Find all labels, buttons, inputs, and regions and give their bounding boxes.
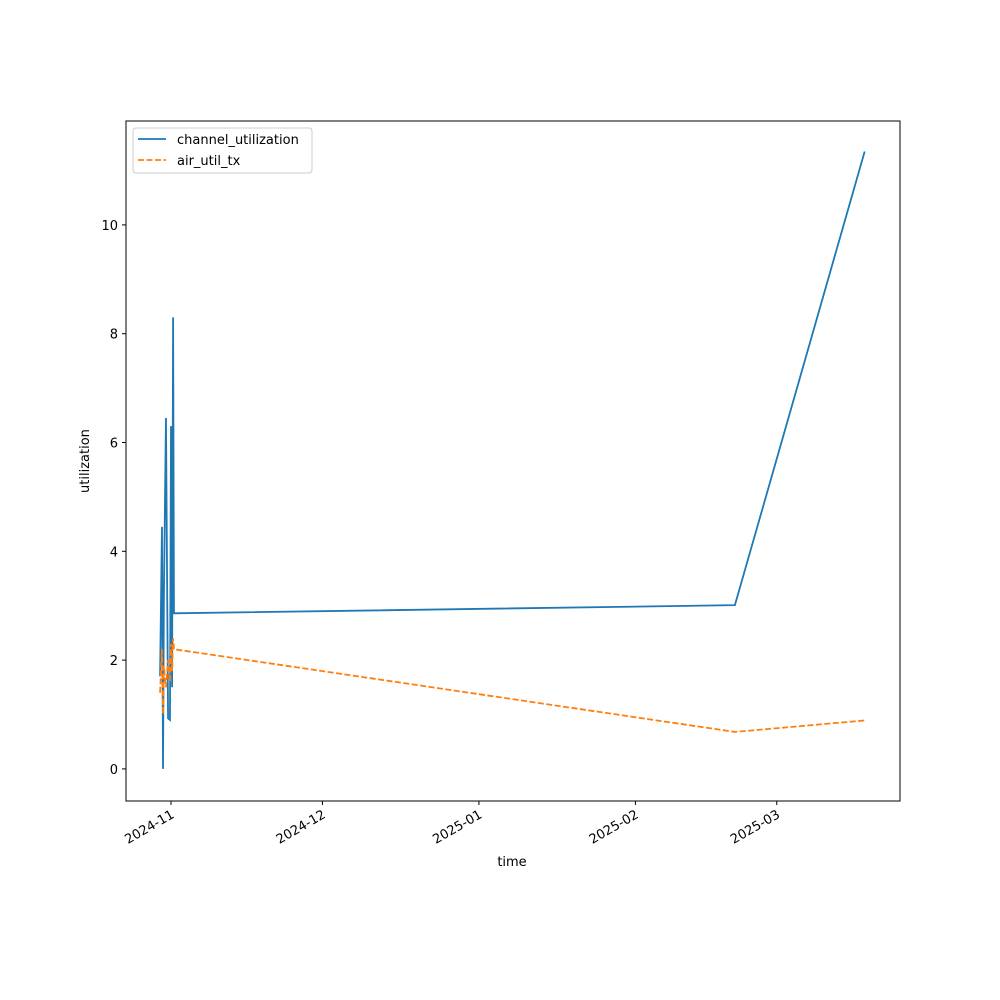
y-tick-label: 8 [110, 328, 118, 343]
y-tick-label: 6 [110, 437, 118, 452]
legend-label: air_util_tx [177, 154, 241, 169]
y-tick-label: 4 [110, 545, 118, 560]
legend-box [132, 127, 313, 174]
x-axis-label: time [497, 855, 526, 870]
y-axis-label: utilization [78, 429, 93, 493]
y-tick-label: 10 [101, 219, 118, 234]
series-line [159, 151, 866, 769]
plot-frame [125, 120, 901, 802]
y-tick-label: 0 [110, 763, 118, 778]
legend-label: channel_utilization [177, 133, 299, 148]
y-tick-label: 2 [110, 654, 118, 669]
